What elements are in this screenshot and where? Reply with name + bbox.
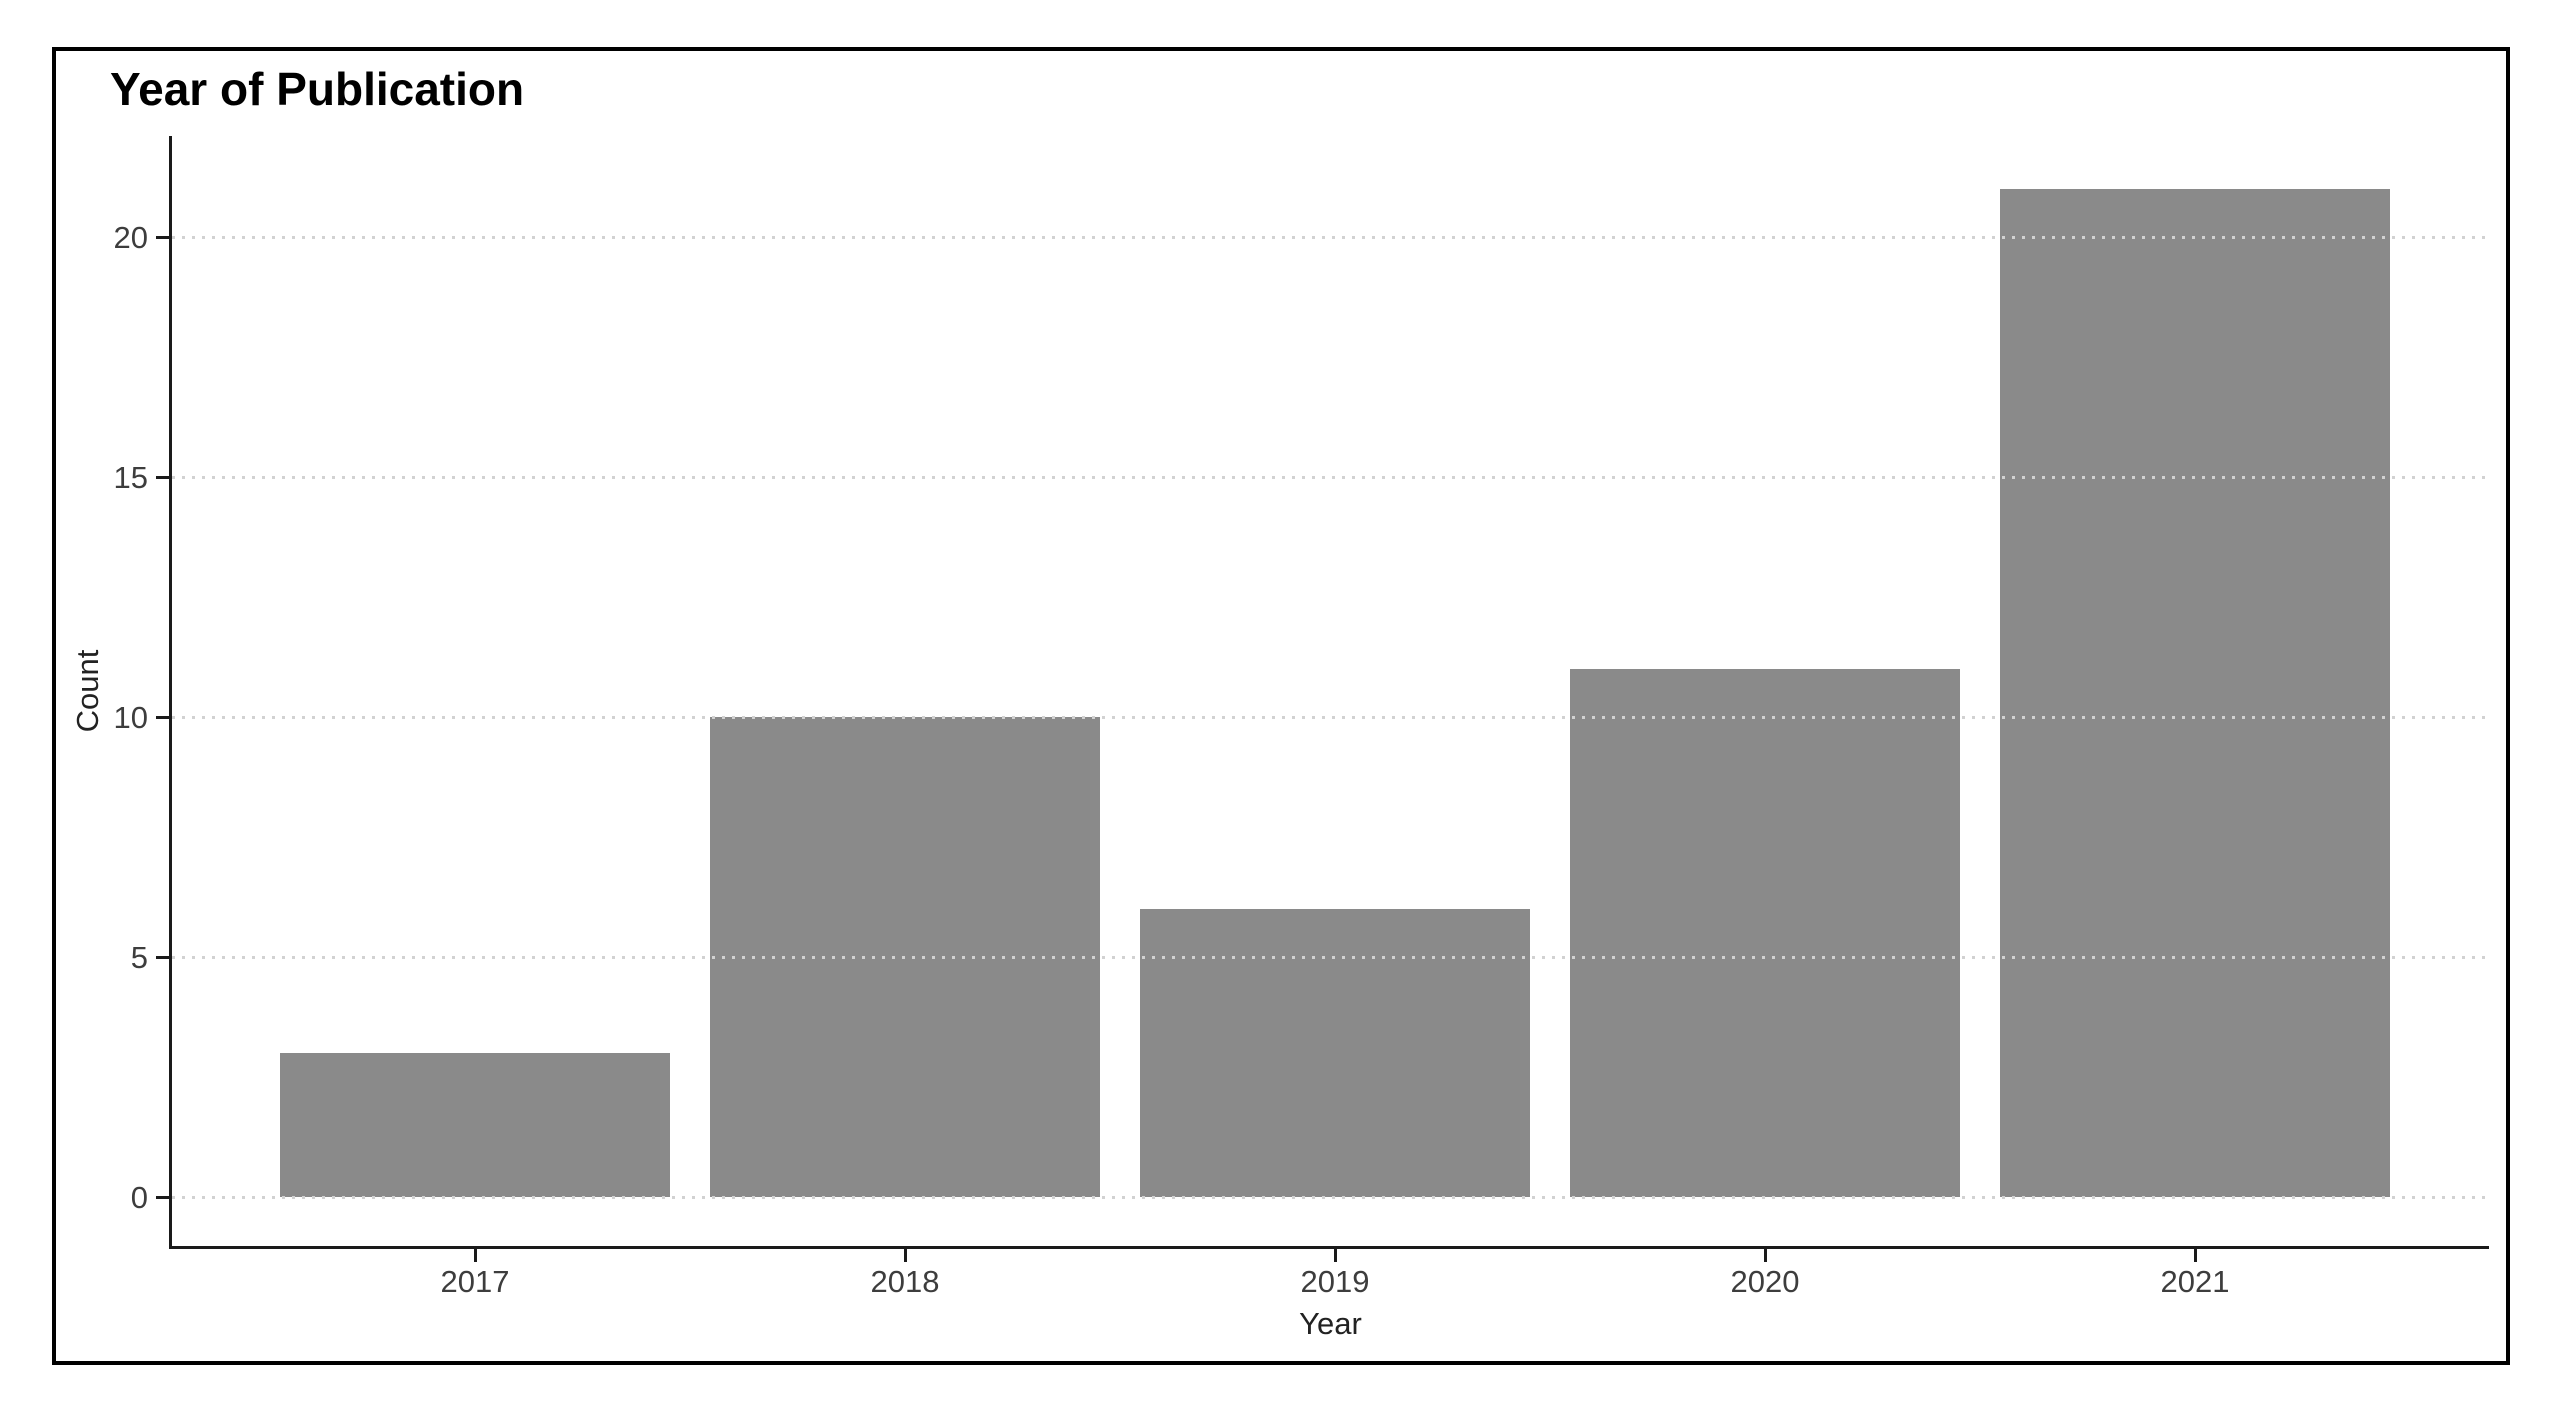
x-tick-label-2019: 2019 — [1300, 1264, 1370, 1299]
x-axis-title: Year — [1299, 1306, 1362, 1341]
y-tick-label-20: 20 — [113, 220, 148, 255]
gridline-y-5 — [172, 956, 2489, 959]
gridline-y-20 — [172, 236, 2489, 239]
gridline-y-0 — [172, 1196, 2489, 1199]
x-tick-label-2020: 2020 — [1730, 1264, 1800, 1299]
y-tick-label-15: 15 — [113, 460, 148, 495]
y-tick-mark-20 — [156, 236, 169, 239]
y-tick-label-5: 5 — [130, 940, 148, 975]
y-tick-label-0: 0 — [130, 1180, 148, 1215]
y-tick-label-10: 10 — [113, 700, 148, 735]
y-tick-mark-10 — [156, 716, 169, 719]
bar-2020 — [1570, 669, 1960, 1197]
y-axis-line — [169, 136, 172, 1249]
chart-title: Year of Publication — [110, 63, 525, 115]
x-axis-line — [169, 1246, 2489, 1249]
x-tick-mark-2019 — [1334, 1249, 1337, 1262]
gridline-y-10 — [172, 716, 2489, 719]
x-tick-mark-2017 — [474, 1249, 477, 1262]
y-tick-mark-15 — [156, 476, 169, 479]
x-tick-label-2017: 2017 — [440, 1264, 510, 1299]
x-tick-mark-2021 — [2194, 1249, 2197, 1262]
gridline-y-15 — [172, 476, 2489, 479]
x-tick-mark-2020 — [1764, 1249, 1767, 1262]
y-tick-mark-5 — [156, 956, 169, 959]
bar-2019 — [1140, 909, 1530, 1197]
y-tick-mark-0 — [156, 1196, 169, 1199]
x-tick-label-2021: 2021 — [2160, 1264, 2230, 1299]
bar-2017 — [280, 1053, 670, 1197]
x-tick-mark-2018 — [904, 1249, 907, 1262]
bar-2021 — [2000, 189, 2390, 1197]
x-tick-label-2018: 2018 — [870, 1264, 940, 1299]
